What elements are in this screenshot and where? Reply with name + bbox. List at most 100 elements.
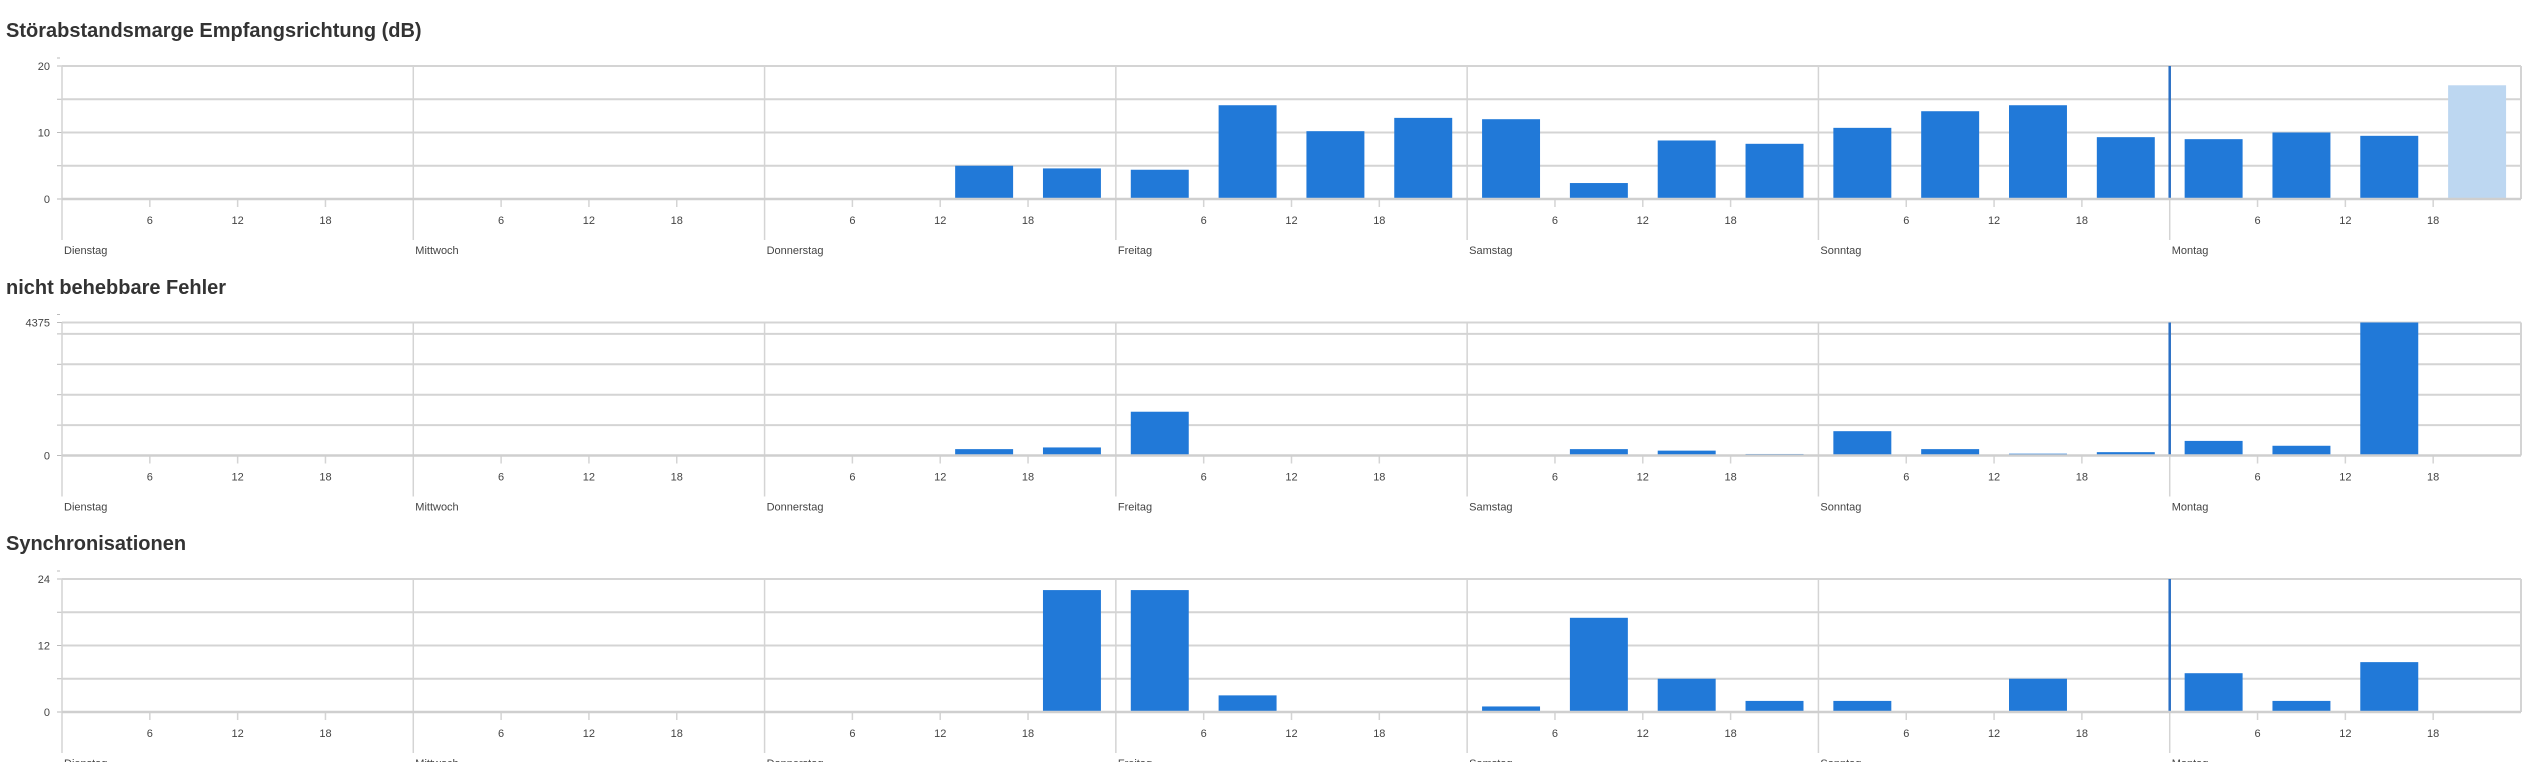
- hour-tick-label: 6: [849, 215, 855, 227]
- hour-tick-label: 6: [1903, 728, 1909, 740]
- bar: [1657, 140, 1716, 199]
- y-tick-label: 10: [38, 128, 50, 140]
- bar: [1745, 700, 1804, 712]
- day-label: Sonntag: [1820, 245, 1861, 257]
- hour-tick-label: 18: [2076, 728, 2088, 740]
- bar: [1482, 706, 1541, 712]
- hour-tick-label: 6: [1201, 215, 1207, 227]
- hour-tick-label: 18: [1022, 472, 1034, 484]
- bar: [955, 165, 1014, 199]
- chart-title-errors: nicht behebbare Fehler: [6, 277, 227, 299]
- y-tick-label: 0: [44, 194, 50, 206]
- hour-tick-label: 12: [1637, 472, 1649, 484]
- day-label: Samstag: [1469, 245, 1512, 257]
- bar: [1833, 127, 1892, 199]
- hour-tick-label: 6: [1552, 215, 1558, 227]
- hour-tick-label: 18: [319, 472, 331, 484]
- day-label: Mittwoch: [415, 758, 458, 762]
- bar: [2448, 85, 2507, 199]
- hour-tick-label: 12: [2339, 472, 2351, 484]
- bar: [2272, 132, 2331, 199]
- bar: [2009, 105, 2067, 199]
- y-tick-label: 4375: [26, 318, 50, 330]
- bar: [1218, 105, 1277, 199]
- hour-tick-label: 6: [498, 215, 504, 227]
- hour-tick-label: 6: [849, 728, 855, 740]
- hour-tick-label: 18: [671, 215, 683, 227]
- hour-tick-label: 18: [2427, 215, 2439, 227]
- bar: [1306, 131, 1365, 199]
- hour-tick-label: 12: [583, 728, 595, 740]
- hour-tick-label: 18: [2076, 215, 2088, 227]
- hour-tick-label: 12: [583, 215, 595, 227]
- hour-tick-label: 6: [1201, 472, 1207, 484]
- hour-tick-label: 6: [1552, 728, 1558, 740]
- day-label: Samstag: [1469, 502, 1512, 514]
- bar: [2184, 139, 2243, 199]
- hour-tick-label: 6: [498, 728, 504, 740]
- y-tick-label: 12: [38, 641, 50, 653]
- hour-tick-label: 18: [1022, 215, 1034, 227]
- bar: [2096, 137, 2155, 199]
- bar: [1833, 431, 1892, 456]
- hour-tick-label: 18: [319, 728, 331, 740]
- bar: [2272, 445, 2331, 456]
- day-label: Freitag: [1118, 502, 1152, 514]
- day-label: Mittwoch: [415, 245, 458, 257]
- hour-tick-label: 6: [1552, 472, 1558, 484]
- bar: [2272, 700, 2331, 712]
- chart-title-snr: Störabstandsmarge Empfangsrichtung (dB): [6, 20, 422, 42]
- hour-tick-label: 6: [147, 728, 153, 740]
- bar: [2096, 452, 2155, 456]
- hour-tick-label: 6: [1201, 728, 1207, 740]
- hour-tick-label: 12: [232, 472, 244, 484]
- bar: [1833, 700, 1892, 712]
- day-label: Freitag: [1118, 758, 1152, 762]
- hour-tick-label: 18: [671, 728, 683, 740]
- day-label: Dienstag: [64, 758, 107, 762]
- hour-tick-label: 12: [1285, 215, 1297, 227]
- bar: [1921, 111, 1980, 199]
- chart-title-syncs: Synchronisationen: [6, 533, 187, 555]
- bar: [2360, 322, 2419, 456]
- day-label: Dienstag: [64, 245, 107, 257]
- hour-tick-label: 6: [498, 472, 504, 484]
- bar: [1569, 183, 1628, 199]
- hour-tick-label: 12: [2339, 215, 2351, 227]
- bar: [1130, 590, 1189, 712]
- hour-tick-label: 12: [1988, 215, 2000, 227]
- hour-tick-label: 12: [232, 728, 244, 740]
- day-label: Freitag: [1118, 245, 1152, 257]
- hour-tick-label: 6: [2254, 728, 2260, 740]
- bar: [1042, 590, 1101, 712]
- hour-tick-label: 6: [1903, 215, 1909, 227]
- day-label: Donnerstag: [767, 502, 824, 514]
- day-label: Sonntag: [1820, 502, 1861, 514]
- hour-tick-label: 12: [934, 728, 946, 740]
- y-tick-label: 24: [38, 574, 50, 586]
- hour-tick-label: 12: [1988, 472, 2000, 484]
- hour-tick-label: 18: [1373, 472, 1385, 484]
- hour-tick-label: 18: [2076, 472, 2088, 484]
- hour-tick-label: 12: [934, 215, 946, 227]
- day-label: Montag: [2172, 502, 2209, 514]
- hour-tick-label: 12: [2339, 728, 2351, 740]
- hour-tick-label: 6: [2254, 472, 2260, 484]
- hour-tick-label: 12: [1285, 728, 1297, 740]
- bar: [1042, 447, 1101, 456]
- chart-2: 0 12 24 Dienstag 6 12 18 Mittwoch 6 12 18 Donnersta…: [38, 570, 2522, 762]
- hour-tick-label: 6: [147, 215, 153, 227]
- bar: [1042, 168, 1101, 199]
- day-label: Donnerstag: [767, 758, 824, 762]
- hour-tick-label: 18: [1022, 728, 1034, 740]
- bar: [2184, 440, 2243, 456]
- hour-tick-label: 18: [1373, 728, 1385, 740]
- hour-tick-label: 12: [1637, 728, 1649, 740]
- hour-tick-label: 6: [849, 472, 855, 484]
- hour-tick-label: 18: [2427, 472, 2439, 484]
- y-tick-label: 0: [44, 451, 50, 463]
- hour-tick-label: 12: [1637, 215, 1649, 227]
- bar: [2009, 678, 2067, 712]
- day-label: Dienstag: [64, 502, 107, 514]
